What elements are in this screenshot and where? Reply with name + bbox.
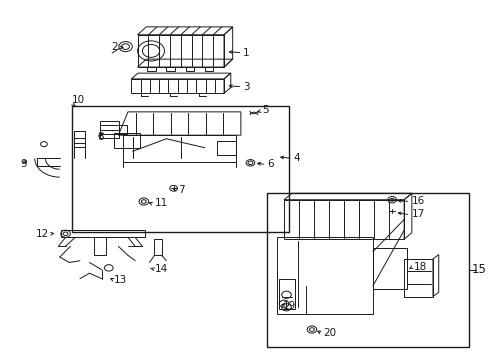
Text: 9: 9 [20,159,26,169]
Text: 15: 15 [470,263,485,276]
Bar [267,193,468,347]
Text: 12: 12 [36,229,49,239]
Text: 14: 14 [154,264,167,274]
Text: 2: 2 [112,42,118,52]
Text: 11: 11 [154,198,167,208]
Text: 4: 4 [293,153,300,163]
Text: 1: 1 [243,48,249,58]
Text: 16: 16 [410,196,424,206]
Bar [72,107,288,232]
Text: 13: 13 [113,275,126,285]
Text: 10: 10 [72,95,85,105]
Text: 7: 7 [178,185,184,195]
Text: 18: 18 [413,262,426,272]
Text: 8: 8 [97,132,103,142]
Text: 19: 19 [283,301,296,311]
Text: 3: 3 [243,82,249,92]
Text: 20: 20 [323,328,336,338]
Text: 5: 5 [262,105,268,115]
Text: 6: 6 [267,159,273,169]
Text: 17: 17 [410,209,424,219]
